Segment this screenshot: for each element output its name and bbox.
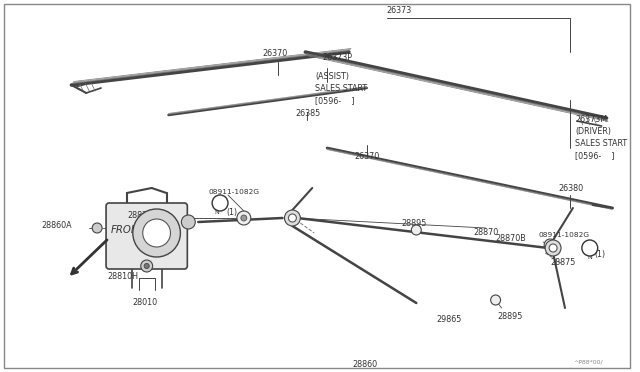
Text: [0596-    ]: [0596- ] [316,96,355,105]
Text: 28870B: 28870B [127,211,157,219]
Text: 29865: 29865 [436,315,461,324]
Text: 28895: 28895 [401,219,427,228]
Text: 26373: 26373 [387,6,412,15]
Circle shape [412,225,421,235]
Circle shape [181,215,195,229]
Text: (ASSIST): (ASSIST) [316,72,349,81]
Text: SALES START: SALES START [316,84,367,93]
Text: 26385: 26385 [296,109,321,118]
Text: 26370: 26370 [262,49,288,58]
Circle shape [284,210,300,226]
Text: 28870B: 28870B [495,234,526,243]
Text: (1): (1) [595,250,606,259]
Circle shape [141,260,153,272]
Text: 28860: 28860 [352,360,377,369]
Circle shape [549,244,557,252]
Ellipse shape [133,209,180,257]
Text: 28810H: 28810H [107,272,138,281]
Text: 26370: 26370 [355,152,380,161]
Text: SALES START: SALES START [575,139,627,148]
Text: 08911-1082G: 08911-1082G [539,232,590,238]
Text: FRONT: FRONT [111,225,146,235]
Text: (DRIVER): (DRIVER) [575,127,611,136]
Text: 28860A: 28860A [42,221,72,230]
Text: 26373P: 26373P [322,53,352,62]
Circle shape [582,240,598,256]
Circle shape [212,195,228,211]
Text: (1): (1) [226,208,237,217]
Text: [0596-    ]: [0596- ] [575,151,614,160]
Text: 28010: 28010 [133,298,158,307]
Circle shape [491,295,500,305]
Circle shape [237,211,251,225]
FancyBboxPatch shape [106,203,188,269]
Text: 28875: 28875 [550,258,575,267]
Text: 08911-1082G: 08911-1082G [208,189,259,195]
Circle shape [545,240,561,256]
Text: N: N [588,255,592,260]
Text: N: N [214,210,220,215]
Text: 26380: 26380 [558,184,583,193]
Ellipse shape [143,219,170,247]
Circle shape [547,242,553,248]
Text: ^P88*00/: ^P88*00/ [573,360,602,365]
Circle shape [144,263,149,269]
Circle shape [544,239,556,251]
Text: 28870: 28870 [474,228,499,237]
Circle shape [241,215,247,221]
Text: 26373M: 26373M [575,115,607,124]
Circle shape [92,223,102,233]
Text: 28895: 28895 [497,312,523,321]
Circle shape [289,214,296,222]
